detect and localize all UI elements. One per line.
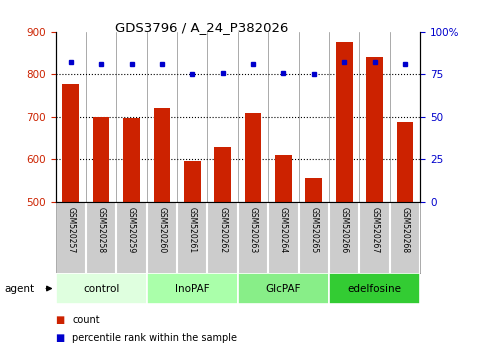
Text: GSM520264: GSM520264 xyxy=(279,207,288,254)
Bar xyxy=(214,147,231,202)
Bar xyxy=(366,57,383,202)
Bar xyxy=(147,273,238,304)
Bar xyxy=(123,118,140,202)
Bar xyxy=(245,113,261,202)
Text: ■: ■ xyxy=(56,333,65,343)
Bar xyxy=(397,122,413,202)
Text: agent: agent xyxy=(5,284,35,293)
Text: GSM520257: GSM520257 xyxy=(66,207,75,254)
Text: control: control xyxy=(83,284,119,293)
Bar xyxy=(275,155,292,202)
Text: GSM520259: GSM520259 xyxy=(127,207,136,254)
Text: GDS3796 / A_24_P382026: GDS3796 / A_24_P382026 xyxy=(115,21,288,34)
Bar xyxy=(238,273,329,304)
Text: GSM520267: GSM520267 xyxy=(370,207,379,254)
Text: ■: ■ xyxy=(56,315,65,325)
Text: GSM520265: GSM520265 xyxy=(309,207,318,254)
Bar xyxy=(336,42,353,202)
Text: percentile rank within the sample: percentile rank within the sample xyxy=(72,333,238,343)
Text: GlcPAF: GlcPAF xyxy=(266,284,301,293)
Text: edelfosine: edelfosine xyxy=(348,284,402,293)
Text: count: count xyxy=(72,315,100,325)
Bar xyxy=(154,108,170,202)
Text: InoPAF: InoPAF xyxy=(175,284,210,293)
Text: GSM520266: GSM520266 xyxy=(340,207,349,254)
Text: GSM520262: GSM520262 xyxy=(218,207,227,253)
Bar xyxy=(56,273,147,304)
Bar xyxy=(184,161,200,202)
Bar xyxy=(305,178,322,202)
Text: GSM520258: GSM520258 xyxy=(97,207,106,253)
Bar xyxy=(329,273,420,304)
Text: GSM520263: GSM520263 xyxy=(249,207,257,254)
Bar xyxy=(62,84,79,202)
Text: GSM520261: GSM520261 xyxy=(188,207,197,253)
Text: GSM520260: GSM520260 xyxy=(157,207,167,254)
Text: GSM520268: GSM520268 xyxy=(400,207,410,253)
Bar xyxy=(93,117,110,202)
